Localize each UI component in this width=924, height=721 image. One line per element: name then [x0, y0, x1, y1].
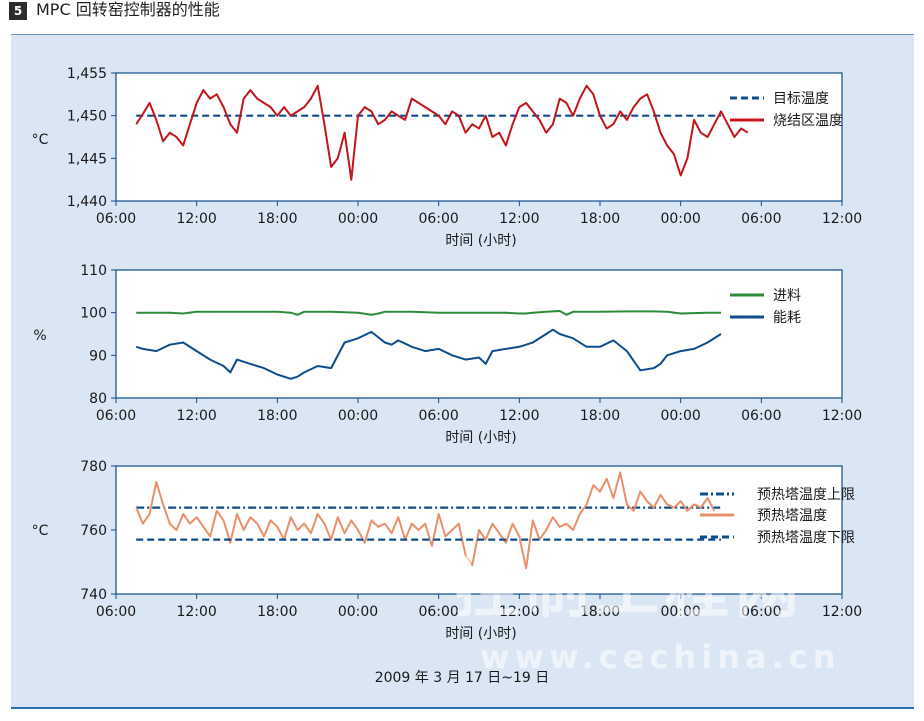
x-tick-label: 12:00 [499, 604, 539, 620]
x-tick-label: 06:00 [96, 408, 136, 424]
panel-bottom-border [11, 707, 914, 709]
x-tick-label: 06:00 [741, 408, 781, 424]
figure-header: 5 MPC 回转窑控制器的性能 [0, 0, 924, 30]
y-tick-label: 760 [80, 523, 107, 539]
x-tick-label: 18:00 [257, 408, 297, 424]
series-line-2 [135, 84, 749, 181]
y-tick-label: 780 [80, 459, 107, 475]
x-tick-label: 00:00 [660, 211, 700, 227]
series-line-2 [135, 471, 716, 570]
x-tick-label: 12:00 [499, 408, 539, 424]
panel-top-border [11, 34, 914, 35]
x-axis-label: 时间 (小时) [445, 430, 516, 446]
x-tick-label: 06:00 [741, 211, 781, 227]
x-tick-label: 00:00 [338, 408, 378, 424]
plot-area [115, 72, 843, 202]
legend-label: 能耗 [773, 310, 801, 326]
x-tick-label: 12:00 [176, 604, 216, 620]
x-tick-label: 06:00 [418, 408, 458, 424]
legend-label: 进料 [773, 288, 801, 304]
y-tick-label: 740 [80, 587, 107, 603]
x-tick-label: 12:00 [499, 211, 539, 227]
watermark-text: 控制工程网 [455, 553, 805, 627]
y-axis-unit: % [33, 328, 46, 344]
x-tick-label: 00:00 [338, 604, 378, 620]
x-tick-label: 12:00 [176, 211, 216, 227]
y-tick-label: 110 [80, 263, 107, 279]
y-axis-unit: °C [32, 132, 49, 148]
x-tick-label: 12:00 [822, 604, 862, 620]
x-tick-label: 18:00 [580, 604, 620, 620]
x-tick-label: 12:00 [822, 408, 862, 424]
legend-label: 烧结区温度 [773, 113, 843, 129]
legend-label: 预热塔温度下限 [757, 530, 855, 546]
x-tick-label: 00:00 [660, 408, 700, 424]
y-tick-label: 1,445 [67, 151, 107, 167]
x-tick-label: 18:00 [257, 604, 297, 620]
x-tick-label: 12:00 [176, 408, 216, 424]
y-tick-label: 1,450 [67, 109, 107, 125]
y-tick-label: 80 [89, 391, 107, 407]
watermark-url: www.cechina.cn [480, 638, 841, 676]
x-tick-label: 06:00 [741, 604, 781, 620]
y-tick-label: 90 [89, 348, 107, 364]
y-tick-label: 1,455 [67, 66, 107, 82]
figure-title: MPC 回转窑控制器的性能 [36, 0, 220, 19]
x-tick-label: 06:00 [418, 211, 458, 227]
y-tick-label: 1,440 [67, 194, 107, 210]
series-line-2 [135, 328, 722, 380]
x-tick-label: 18:00 [580, 408, 620, 424]
y-axis-unit: °C [32, 523, 49, 539]
date-caption: 2009 年 3 月 17 日~19 日 [374, 670, 550, 686]
x-tick-label: 12:00 [822, 211, 862, 227]
x-tick-label: 18:00 [580, 211, 620, 227]
x-tick-label: 06:00 [418, 604, 458, 620]
x-tick-label: 06:00 [96, 211, 136, 227]
legend-label: 目标温度 [773, 91, 829, 107]
y-tick-label: 100 [80, 306, 107, 322]
x-tick-label: 00:00 [660, 604, 700, 620]
legend-label: 预热塔温度上限 [757, 487, 855, 503]
series-line-1 [136, 310, 721, 316]
figure-number-badge: 5 [9, 2, 27, 20]
legend-label: 预热塔温度 [757, 508, 827, 524]
x-tick-label: 06:00 [96, 604, 136, 620]
x-axis-label: 时间 (小时) [445, 626, 516, 642]
plot-area [115, 269, 843, 399]
x-tick-label: 18:00 [257, 211, 297, 227]
x-tick-label: 00:00 [338, 211, 378, 227]
x-axis-label: 时间 (小时) [445, 233, 516, 249]
